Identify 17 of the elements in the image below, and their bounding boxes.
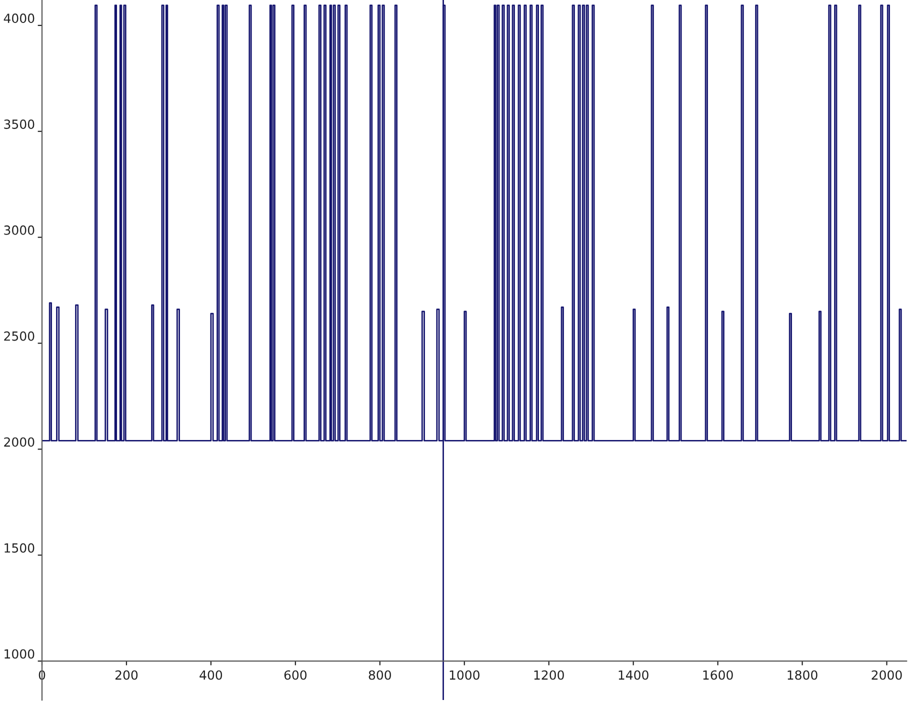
y-tick-label: 1000 [4, 649, 34, 659]
x-tick-label: 2000 [872, 670, 902, 680]
x-tick-label: 1200 [534, 670, 564, 680]
x-tick-label: 1400 [618, 670, 648, 680]
x-tick-label: 400 [200, 670, 222, 680]
y-tick-label: 3000 [4, 225, 34, 235]
y-tick-label: 2500 [4, 331, 34, 341]
x-tick-label: 600 [284, 670, 307, 680]
x-tick-label: 1000 [450, 670, 480, 680]
x-tick-label: 200 [115, 670, 138, 680]
x-tick-label: 800 [368, 670, 391, 680]
x-tick-label: 1600 [703, 670, 733, 680]
y-tick-label: 2000 [4, 437, 34, 447]
x-tick-label: 1800 [788, 670, 818, 680]
y-tick-label: 4000 [4, 14, 34, 24]
y-tick-label: 1500 [4, 543, 34, 553]
y-tick-label: 3500 [4, 119, 34, 129]
